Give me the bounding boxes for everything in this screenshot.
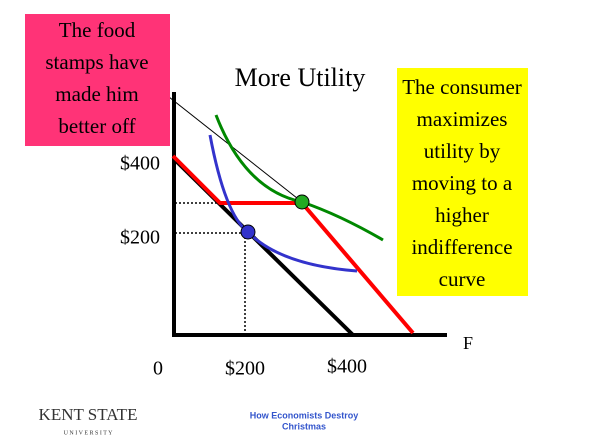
left-box bbox=[25, 14, 170, 146]
y-label: $400 bbox=[120, 153, 160, 175]
y-label: $200 bbox=[120, 227, 160, 249]
footer: How Economists Destroy bbox=[250, 410, 359, 420]
title: More Utility bbox=[235, 63, 366, 92]
box-text: The food bbox=[59, 18, 136, 42]
food-stamp-budget bbox=[171, 154, 415, 335]
box-text: curve bbox=[439, 267, 486, 291]
logo: KENT STATE bbox=[39, 405, 138, 424]
box-text: moving to a bbox=[412, 171, 513, 195]
optimum-low bbox=[240, 224, 256, 240]
axis-label: F bbox=[463, 333, 473, 353]
logo-sub: U N I V E R S I T Y bbox=[64, 430, 114, 436]
footer: Christmas bbox=[282, 421, 326, 431]
box-text: higher bbox=[435, 203, 489, 227]
box-text: stamps have bbox=[45, 50, 148, 74]
box-text: The consumer bbox=[402, 75, 522, 99]
x-label: $200 bbox=[225, 358, 265, 380]
right-box bbox=[397, 68, 528, 296]
box-text: utility by bbox=[424, 139, 501, 163]
box-text: better off bbox=[58, 114, 135, 138]
box-text: maximizes bbox=[417, 107, 508, 131]
optimum-high bbox=[294, 194, 310, 210]
box-text: indifference bbox=[411, 235, 512, 259]
box-text: made him bbox=[55, 82, 138, 106]
x-label: 0 bbox=[153, 358, 163, 380]
x-label: $400 bbox=[327, 356, 367, 378]
